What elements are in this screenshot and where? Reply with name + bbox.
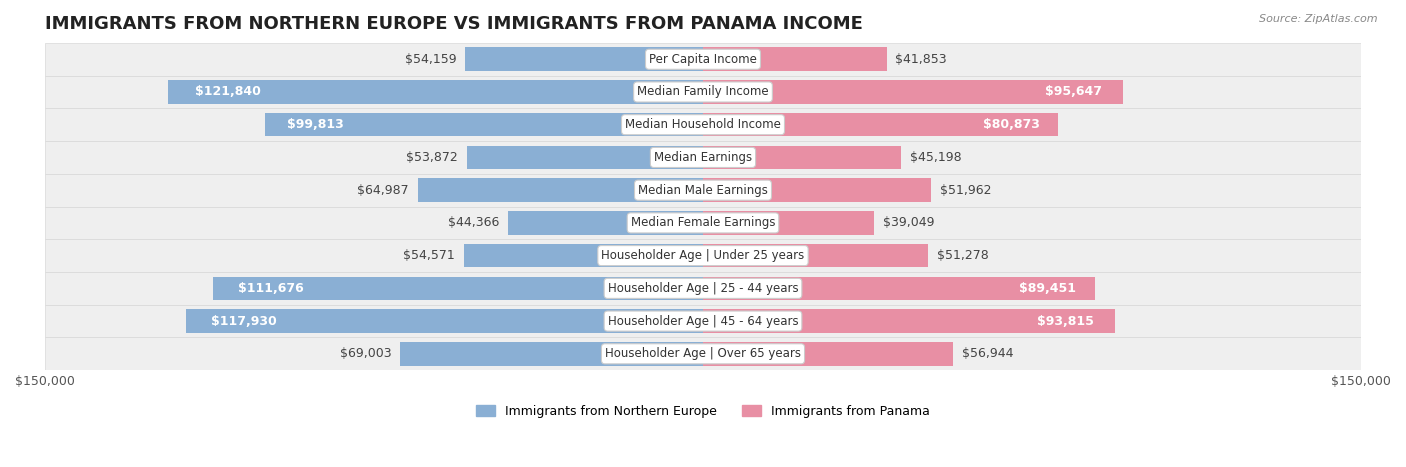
Text: $44,366: $44,366 — [449, 216, 499, 229]
Text: $53,872: $53,872 — [406, 151, 458, 164]
Text: $56,944: $56,944 — [962, 347, 1014, 361]
Text: Median Female Earnings: Median Female Earnings — [631, 216, 775, 229]
Text: Source: ZipAtlas.com: Source: ZipAtlas.com — [1260, 14, 1378, 24]
Bar — [45, 272, 1361, 304]
Bar — [467, 146, 703, 169]
Text: $93,815: $93,815 — [1038, 315, 1094, 327]
Text: Median Earnings: Median Earnings — [654, 151, 752, 164]
Text: Median Family Income: Median Family Income — [637, 85, 769, 99]
Bar — [509, 211, 703, 235]
Text: $45,198: $45,198 — [910, 151, 962, 164]
Bar — [465, 48, 703, 71]
Text: $64,987: $64,987 — [357, 184, 409, 197]
Text: IMMIGRANTS FROM NORTHERN EUROPE VS IMMIGRANTS FROM PANAMA INCOME: IMMIGRANTS FROM NORTHERN EUROPE VS IMMIG… — [45, 15, 863, 33]
Bar — [45, 338, 1361, 370]
Text: $111,676: $111,676 — [238, 282, 304, 295]
Text: $51,278: $51,278 — [936, 249, 988, 262]
Text: $54,159: $54,159 — [405, 53, 457, 66]
Text: Per Capita Income: Per Capita Income — [650, 53, 756, 66]
Bar — [45, 108, 1361, 141]
Text: $39,049: $39,049 — [883, 216, 935, 229]
Bar — [703, 146, 901, 169]
Bar — [401, 342, 703, 366]
Bar — [418, 178, 703, 202]
Text: $41,853: $41,853 — [896, 53, 948, 66]
Bar — [45, 76, 1361, 108]
Bar — [703, 211, 875, 235]
Bar — [214, 276, 703, 300]
Text: Householder Age | 45 - 64 years: Householder Age | 45 - 64 years — [607, 315, 799, 327]
Bar — [703, 113, 1057, 136]
Bar — [169, 80, 703, 104]
Bar — [45, 304, 1361, 338]
Bar — [45, 43, 1361, 76]
Text: Householder Age | Under 25 years: Householder Age | Under 25 years — [602, 249, 804, 262]
Bar — [703, 48, 887, 71]
Text: Median Household Income: Median Household Income — [626, 118, 780, 131]
Text: Householder Age | 25 - 44 years: Householder Age | 25 - 44 years — [607, 282, 799, 295]
Bar — [703, 80, 1122, 104]
Bar — [45, 239, 1361, 272]
Text: $117,930: $117,930 — [211, 315, 277, 327]
Bar — [45, 174, 1361, 206]
Legend: Immigrants from Northern Europe, Immigrants from Panama: Immigrants from Northern Europe, Immigra… — [471, 400, 935, 423]
Bar — [464, 244, 703, 268]
Bar — [266, 113, 703, 136]
Text: $99,813: $99,813 — [287, 118, 343, 131]
Text: $89,451: $89,451 — [1019, 282, 1076, 295]
Bar — [45, 206, 1361, 239]
Text: $51,962: $51,962 — [939, 184, 991, 197]
Text: $54,571: $54,571 — [404, 249, 454, 262]
Text: $80,873: $80,873 — [983, 118, 1040, 131]
Text: $95,647: $95,647 — [1045, 85, 1102, 99]
Bar — [186, 309, 703, 333]
Bar — [703, 276, 1095, 300]
Text: Householder Age | Over 65 years: Householder Age | Over 65 years — [605, 347, 801, 361]
Bar — [703, 342, 953, 366]
Bar — [45, 141, 1361, 174]
Bar — [703, 244, 928, 268]
Text: $69,003: $69,003 — [340, 347, 391, 361]
Bar — [703, 178, 931, 202]
Text: Median Male Earnings: Median Male Earnings — [638, 184, 768, 197]
Bar — [703, 309, 1115, 333]
Text: $121,840: $121,840 — [195, 85, 262, 99]
